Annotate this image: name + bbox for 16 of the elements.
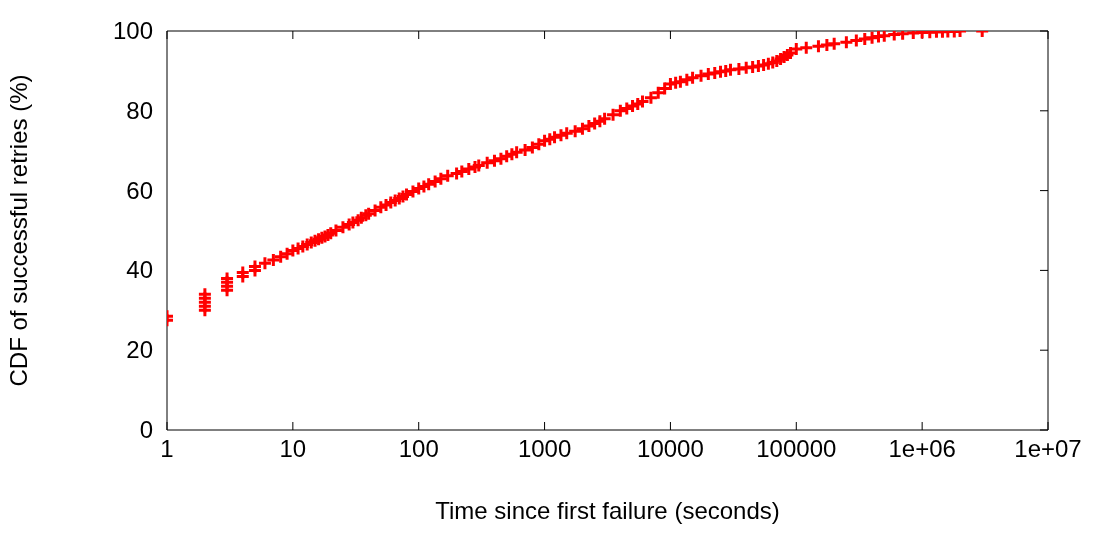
y-tick-label: 20 [126,336,153,364]
y-tick-label: 40 [126,256,153,284]
y-tick-label: 80 [126,96,153,124]
x-tick-label: 1e+07 [1014,435,1082,463]
y-tick-label: 0 [139,416,153,443]
x-tick-label: 1 [160,435,174,463]
x-axis-title: Time since first failure (seconds) [435,497,780,524]
y-tick-label: 60 [126,176,153,204]
y-axis-title: CDF of successful retries (%) [4,74,32,387]
x-tick-label: 1000 [517,435,572,463]
x-tick-label: 10000 [637,435,704,463]
x-tick-label: 100000 [756,435,837,463]
y-tick-label: 100 [112,17,153,44]
x-tick-label: 10 [279,435,307,463]
x-tick-label: 1e+06 [888,435,956,463]
x-tick-label: 100 [398,435,439,463]
